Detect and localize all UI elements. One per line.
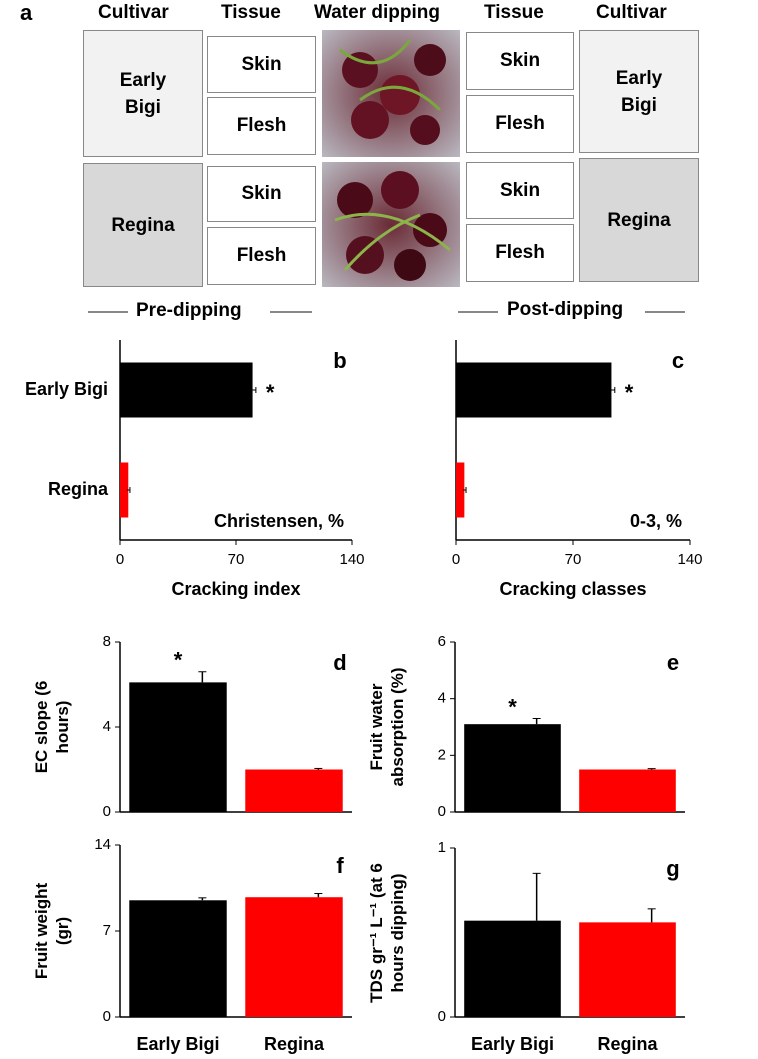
- x-tick-label: Early Bigi: [471, 1034, 554, 1054]
- y-tick-label: 4: [438, 690, 446, 707]
- y-tick-label: 2: [438, 746, 446, 763]
- panel-label: f: [336, 853, 344, 878]
- pre-dipping-label: Pre-dipping: [136, 300, 242, 321]
- x-tick-label: 0: [116, 551, 124, 568]
- header: Cultivar: [596, 2, 667, 23]
- x-tick-label: 0: [452, 551, 460, 568]
- bar: [579, 769, 676, 812]
- bar: [245, 769, 343, 812]
- x-axis-label: Cracking index: [171, 579, 300, 599]
- y-tick-label: Early Bigi: [25, 379, 108, 399]
- bar: [129, 900, 227, 1017]
- tissue-box: Skin: [207, 166, 316, 222]
- panel-label: g: [666, 856, 679, 881]
- cultivar-box: Regina: [83, 163, 203, 287]
- cultivar-box: Early Bigi: [83, 30, 203, 157]
- tissue-box: Flesh: [207, 97, 316, 155]
- x-tick-label: Regina: [264, 1034, 325, 1054]
- tissue-box: Skin: [207, 36, 316, 93]
- x-tick-label: 140: [339, 551, 364, 568]
- y-axis-label: TDS gr⁻¹ L⁻¹ (at 6 hours dipping): [367, 862, 407, 1003]
- photo-bottom: [322, 162, 460, 287]
- tissue-box: Flesh: [466, 95, 574, 153]
- header: Cultivar: [98, 2, 169, 23]
- y-tick-label: 4: [103, 718, 111, 735]
- header: Tissue: [221, 2, 281, 23]
- y-axis-label: Fruit water absorption (%): [367, 667, 407, 787]
- significance: *: [266, 380, 275, 405]
- x-tick-label: 70: [565, 551, 582, 568]
- annotation: 0-3, %: [630, 511, 682, 531]
- tissue-box: Flesh: [466, 224, 574, 282]
- y-tick-label: Regina: [48, 479, 109, 499]
- bar: [245, 897, 343, 1017]
- x-axis-label: Cracking classes: [499, 579, 646, 599]
- tissue-box: Skin: [466, 32, 574, 90]
- bar: [120, 362, 253, 418]
- y-axis-label: EC slope (6 hours): [32, 680, 72, 774]
- bar: [456, 362, 612, 418]
- x-tick-label: Regina: [597, 1034, 658, 1054]
- y-tick-label: 0: [103, 803, 111, 820]
- annotation: Christensen, %: [214, 511, 344, 531]
- x-tick-label: Early Bigi: [136, 1034, 219, 1054]
- bar: [579, 922, 676, 1017]
- tissue-box: Skin: [466, 162, 574, 219]
- photo-top: [322, 30, 460, 157]
- y-tick-label: 6: [438, 633, 446, 650]
- y-tick-label: 14: [94, 836, 111, 853]
- y-tick-label: 1: [438, 839, 446, 856]
- y-tick-label: 7: [103, 922, 111, 939]
- cultivar-box: Regina: [579, 158, 699, 282]
- tissue-box: Flesh: [207, 227, 316, 285]
- header: Water dipping: [314, 2, 440, 23]
- significance: *: [174, 648, 183, 673]
- x-tick-label: 140: [677, 551, 702, 568]
- cultivar-box: Early Bigi: [579, 30, 699, 153]
- significance: *: [508, 694, 517, 719]
- bar: [129, 682, 227, 812]
- significance: *: [625, 380, 634, 405]
- bar: [464, 920, 561, 1017]
- post-dipping-label: Post-dipping: [507, 299, 624, 320]
- bar: [456, 462, 465, 518]
- panel-label: d: [333, 650, 346, 675]
- y-axis-label: Fruit weight (gr): [32, 882, 72, 980]
- panel-label: c: [672, 348, 684, 373]
- y-tick-label: 8: [103, 633, 111, 650]
- x-tick-label: 70: [228, 551, 245, 568]
- bar: [120, 462, 129, 518]
- y-tick-label: 0: [103, 1008, 111, 1025]
- panel-label: b: [333, 348, 346, 373]
- y-tick-label: 0: [438, 803, 446, 820]
- panel-label: e: [667, 650, 679, 675]
- y-tick-label: 0: [438, 1008, 446, 1025]
- panel-label: a: [20, 0, 33, 25]
- header: Tissue: [484, 2, 544, 23]
- bar: [464, 724, 561, 812]
